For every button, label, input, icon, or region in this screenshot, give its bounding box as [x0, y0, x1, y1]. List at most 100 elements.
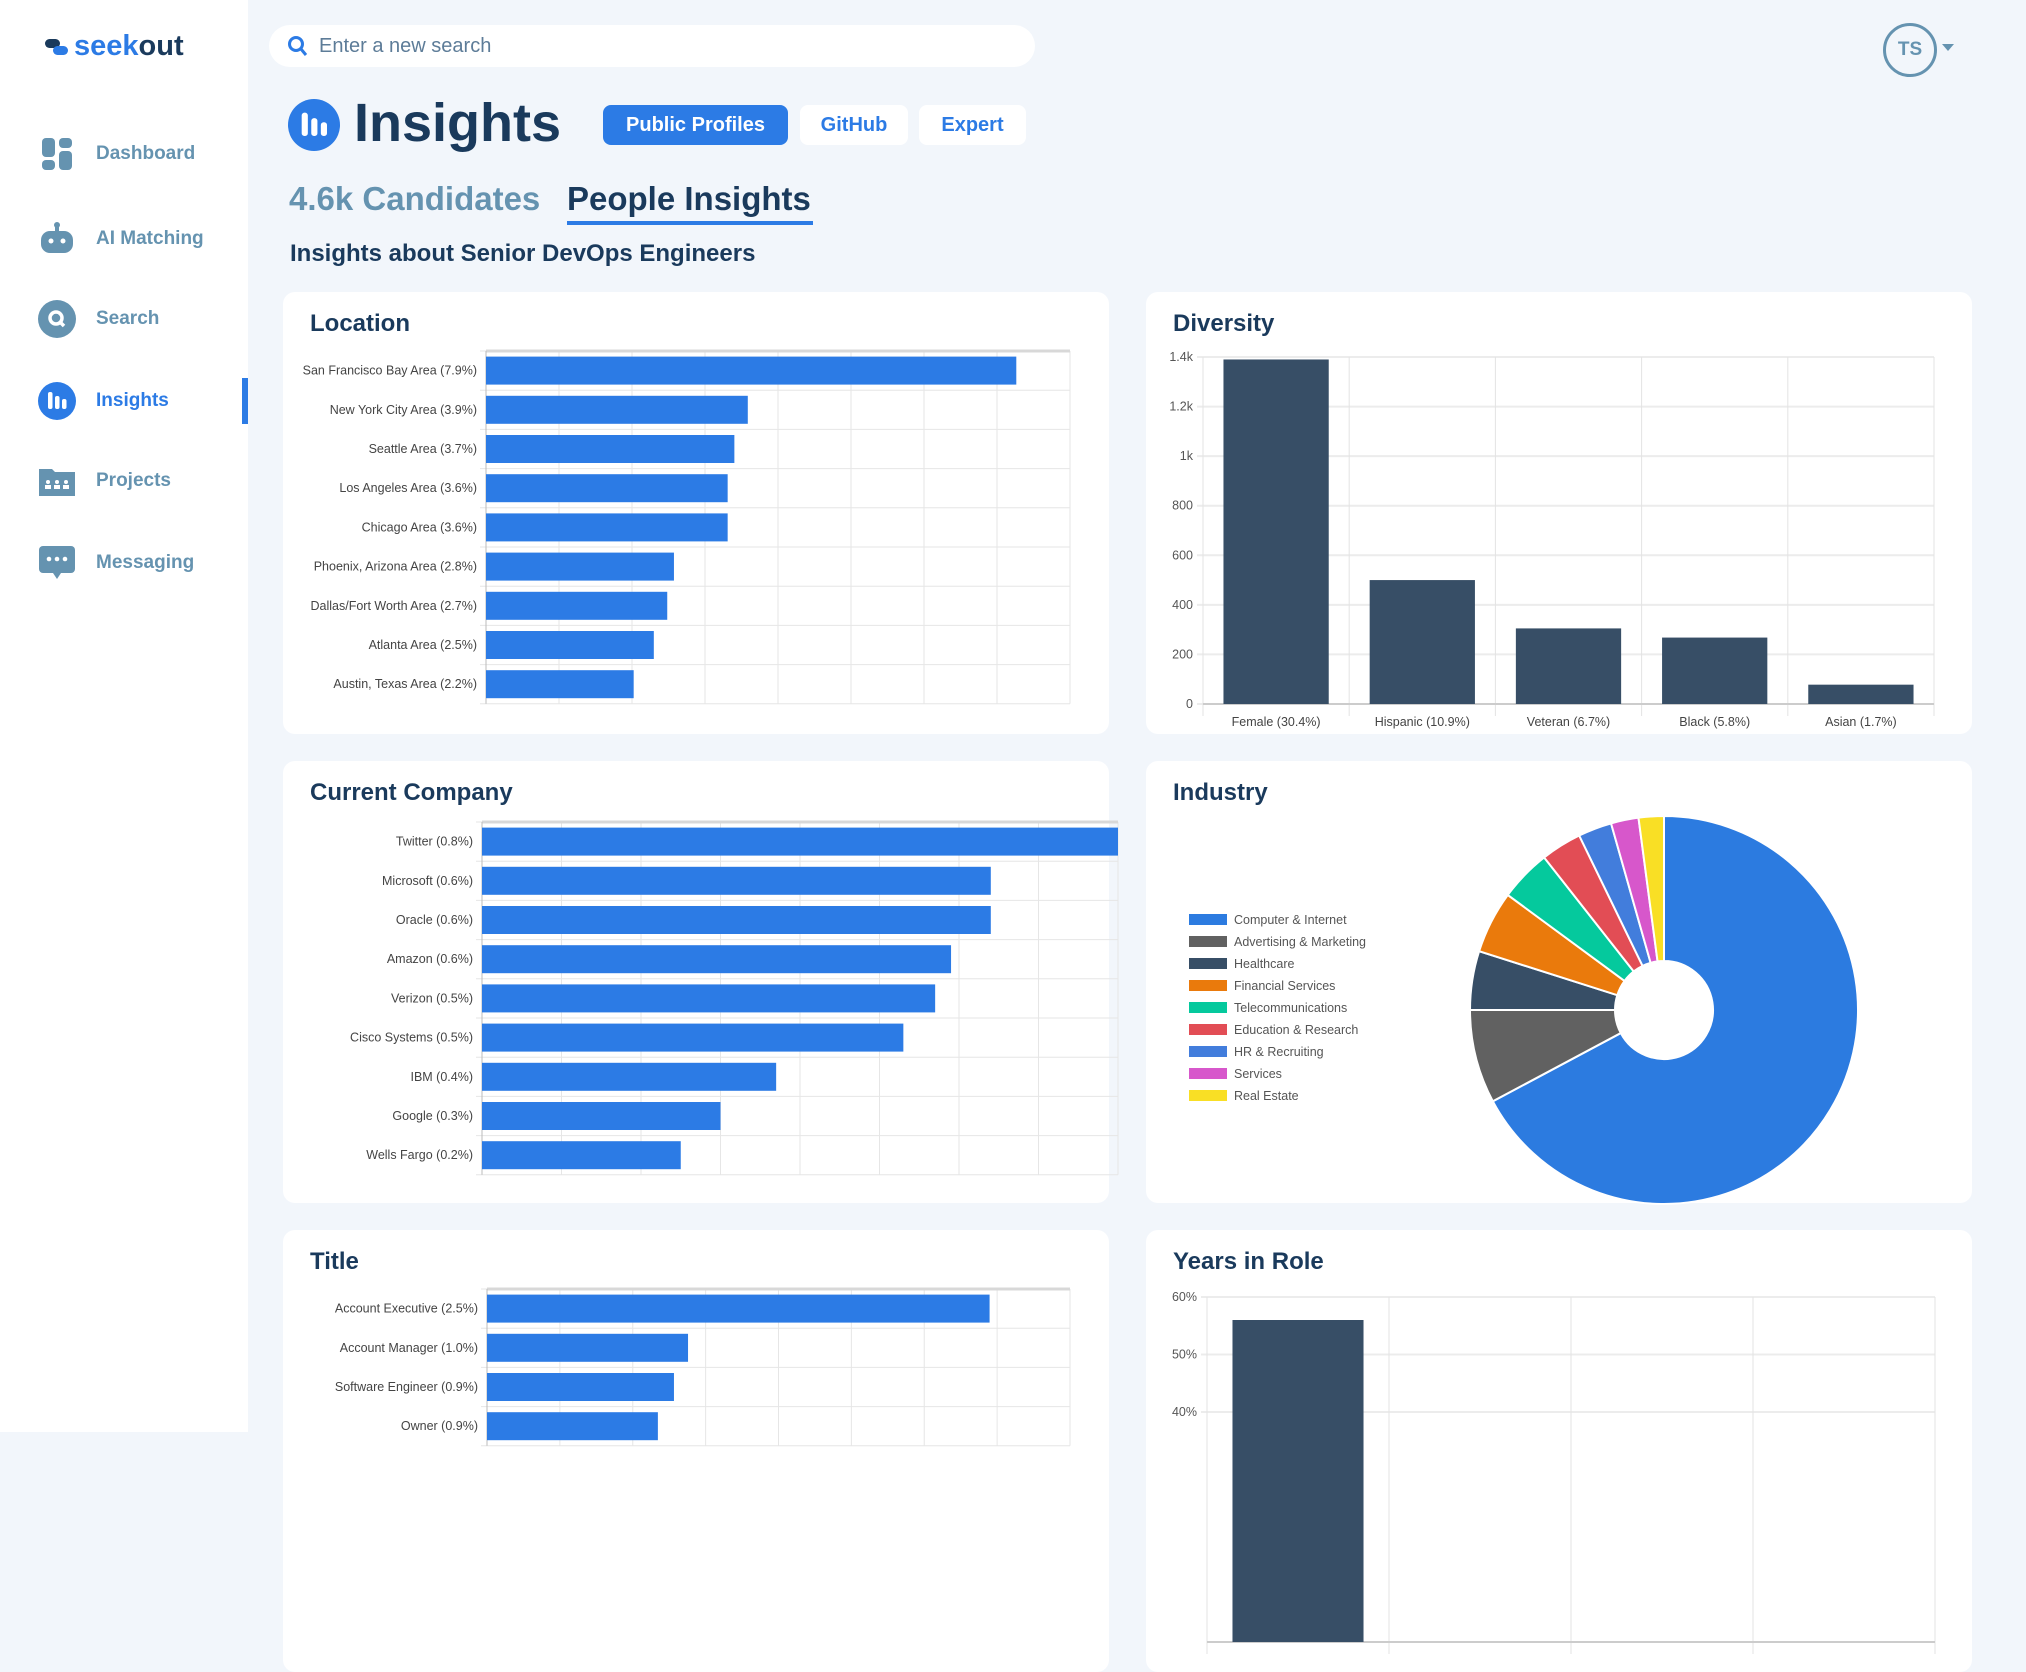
insights-icon: [288, 99, 340, 151]
y-tick-label: 0: [1186, 697, 1193, 711]
bar-label: Chicago Area (3.6%): [362, 520, 477, 534]
legend-swatch: [1189, 1090, 1227, 1101]
tab-candidates[interactable]: 4.6k Candidates: [289, 180, 541, 217]
search-input[interactable]: Enter a new search: [269, 25, 1035, 67]
bar: [482, 984, 936, 1013]
bar: [482, 827, 1118, 856]
card-title: Current Company: [310, 779, 513, 806]
card-title: Diversity: [1173, 310, 1275, 337]
legend-label: Advertising & Marketing: [1234, 935, 1366, 949]
title-card: Title Account Executive (2.5%) Account Man…: [283, 1230, 1109, 1672]
page-subtitle: Insights about Senior DevOps Engineers: [290, 240, 756, 267]
y-tick-label: 60%: [1172, 1290, 1197, 1304]
x-tick-label: Hispanic (10.9%): [1375, 715, 1470, 729]
bar-label: Account Executive (2.5%): [335, 1302, 478, 1316]
bar: [482, 1062, 777, 1091]
seekout-logo[interactable]: seek out: [44, 30, 184, 63]
bar-label: Software Engineer (0.9%): [335, 1380, 478, 1394]
bar-label: Google (0.3%): [392, 1109, 473, 1123]
location-card: Location San Francisco Bay Area (7.9%) New…: [283, 292, 1109, 734]
active-tab-underline: [567, 221, 813, 225]
bar: [1223, 359, 1329, 704]
sidebar-item-label: Dashboard: [96, 143, 196, 164]
logo-icon: [45, 38, 68, 55]
card-title: Location: [310, 310, 410, 337]
legend-label: Education & Research: [1234, 1023, 1358, 1037]
bar-label: Account Manager (1.0%): [340, 1341, 478, 1355]
legend-swatch: [1189, 1046, 1227, 1057]
bar: [486, 591, 668, 620]
legend-swatch: [1189, 958, 1227, 969]
bar: [487, 1373, 674, 1401]
diversity-card: Diversity 0 200 400 600 800 1k 1.2k 1.4k Female (…: [1146, 292, 1972, 734]
x-tick-label: Asian (1.7%): [1825, 715, 1897, 729]
sidebar-item-dashboard[interactable]: Dashboard: [38, 135, 195, 173]
y-tick-label: 1.4k: [1169, 350, 1193, 364]
tab-people-insights[interactable]: People Insights: [567, 180, 811, 217]
bar-label: Atlanta Area (2.5%): [369, 638, 477, 652]
bar-label: Phoenix, Arizona Area (2.8%): [314, 560, 477, 574]
legend-label: HR & Recruiting: [1234, 1045, 1324, 1059]
sidebar-item-label: Messaging: [96, 552, 195, 573]
bar: [486, 513, 728, 542]
bar: [486, 435, 735, 463]
dashboard-icon: [42, 138, 72, 170]
years-in-role-chart: 40% 50% 60%: [1172, 1290, 1936, 1654]
page-title: Insights: [354, 93, 562, 153]
sidebar-item-projects[interactable]: Projects: [38, 462, 171, 500]
sidebar-item-ai-matching[interactable]: AI Matching: [38, 220, 204, 258]
x-tick-label: Veteran (6.7%): [1527, 715, 1610, 729]
bar: [486, 395, 748, 424]
bar-label: Amazon (0.6%): [387, 952, 473, 966]
sidebar-item-search[interactable]: Search: [38, 300, 159, 338]
sidebar: seek out Dashboard AI Matching Search Ins…: [0, 0, 248, 1432]
bar-label: Twitter (0.8%): [396, 835, 473, 849]
bar-label: Verizon (0.5%): [391, 991, 473, 1005]
source-github-button[interactable]: GitHub: [800, 105, 908, 145]
y-tick-label: 800: [1172, 499, 1193, 513]
location-chart: San Francisco Bay Area (7.9%) New York Ci…: [303, 349, 1071, 705]
title-chart: Account Executive (2.5%) Account Manager …: [335, 1287, 1071, 1447]
legend-label: Real Estate: [1234, 1089, 1299, 1103]
bar-label: Wells Fargo (0.2%): [366, 1148, 473, 1162]
bar-label: Austin, Texas Area (2.2%): [333, 677, 477, 691]
legend-label: Services: [1234, 1067, 1282, 1081]
bar: [486, 670, 634, 699]
x-tick-label: Black (5.8%): [1679, 715, 1750, 729]
search-icon: [38, 300, 76, 338]
user-avatar[interactable]: TS: [1883, 23, 1937, 77]
active-indicator: [242, 378, 248, 424]
bar: [487, 1333, 689, 1362]
y-tick-label: 1k: [1180, 449, 1194, 463]
bar-label: Owner (0.9%): [401, 1419, 478, 1433]
logo-out: out: [138, 30, 184, 62]
bar: [482, 1102, 721, 1130]
source-public-profiles-button[interactable]: Public Profiles: [603, 105, 788, 145]
card-title: Industry: [1173, 779, 1268, 806]
chevron-down-icon[interactable]: [1942, 44, 1954, 51]
y-tick-label: 600: [1172, 548, 1193, 562]
y-tick-label: 40%: [1172, 1405, 1197, 1419]
folder-icon: [39, 469, 75, 496]
legend-swatch: [1189, 1002, 1227, 1013]
sidebar-item-messaging[interactable]: Messaging: [38, 544, 194, 582]
sidebar-item-label: Projects: [96, 470, 171, 491]
bar: [482, 906, 991, 934]
source-expert-button[interactable]: Expert: [919, 105, 1026, 145]
pie-slice: [1637, 814, 1665, 963]
insights-icon: [38, 382, 76, 420]
sidebar-item-insights[interactable]: Insights: [38, 382, 169, 420]
chat-icon: [39, 546, 75, 579]
bar-label: Cisco Systems (0.5%): [350, 1031, 473, 1045]
bar: [486, 356, 1017, 385]
bar: [1232, 1320, 1364, 1642]
search-icon: [288, 36, 308, 56]
bar: [482, 1141, 681, 1170]
bar-label: San Francisco Bay Area (7.9%): [303, 364, 477, 378]
bar: [487, 1294, 990, 1323]
y-tick-label: 400: [1172, 598, 1193, 612]
pie-slice: [1491, 814, 1859, 1205]
bar-label: Seattle Area (3.7%): [369, 442, 477, 456]
bar: [486, 631, 654, 659]
legend-label: Financial Services: [1234, 979, 1335, 993]
